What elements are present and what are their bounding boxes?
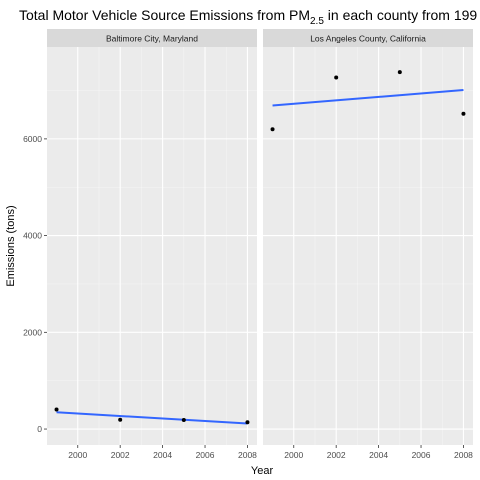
facet-panel-1: Baltimore City, Maryland 2000 2002 2004 2006… bbox=[47, 29, 257, 460]
panel-background bbox=[47, 47, 257, 445]
facet-strip-label: Los Angeles County, California bbox=[310, 34, 426, 44]
y-axis: 0 2000 4000 6000 bbox=[23, 134, 47, 434]
y-tick-label: 4000 bbox=[23, 231, 42, 241]
facet-panel-2: Los Angeles County, California 2000 2002 20… bbox=[263, 29, 473, 460]
data-point bbox=[397, 70, 402, 75]
y-tick-label: 2000 bbox=[23, 327, 42, 337]
x-tick-label: 2006 bbox=[412, 450, 431, 460]
facet-strip bbox=[47, 29, 257, 47]
panel-background bbox=[263, 47, 473, 445]
x-tick-label: 2006 bbox=[196, 450, 215, 460]
chart-title-suffix: in each county from 199 bbox=[324, 7, 478, 23]
chart-title-subscript: 2.5 bbox=[310, 16, 324, 27]
x-tick-label: 2004 bbox=[369, 450, 388, 460]
x-tick-label: 2008 bbox=[238, 450, 257, 460]
data-point bbox=[181, 418, 186, 423]
chart-title: Total Motor Vehicle Source Emissions fro… bbox=[19, 7, 477, 27]
x-tick-label: 2004 bbox=[153, 450, 172, 460]
data-point bbox=[334, 75, 339, 80]
x-tick-label: 2000 bbox=[68, 450, 87, 460]
y-tick-label: 0 bbox=[37, 424, 42, 434]
x-tick-label: 2002 bbox=[111, 450, 130, 460]
data-point bbox=[118, 417, 123, 422]
x-tick-label: 2002 bbox=[327, 450, 346, 460]
x-tick-label: 2008 bbox=[454, 450, 473, 460]
y-tick-label: 6000 bbox=[23, 134, 42, 144]
y-axis-title: Emissions (tons) bbox=[5, 205, 17, 286]
data-point bbox=[245, 420, 250, 425]
x-tick-label: 2000 bbox=[284, 450, 303, 460]
facet-strip bbox=[263, 29, 473, 47]
regression-line bbox=[272, 89, 464, 107]
data-point bbox=[270, 127, 275, 132]
x-axis-title: Year bbox=[251, 465, 274, 477]
data-point bbox=[461, 111, 466, 116]
regression-line bbox=[56, 411, 248, 425]
chart-title-prefix: Total Motor Vehicle Source Emissions fro… bbox=[19, 7, 310, 23]
facet-strip-label: Baltimore City, Maryland bbox=[106, 34, 198, 44]
data-point bbox=[54, 407, 59, 412]
facets-group: Baltimore City, Maryland 2000 2002 2004 2006… bbox=[47, 29, 473, 460]
